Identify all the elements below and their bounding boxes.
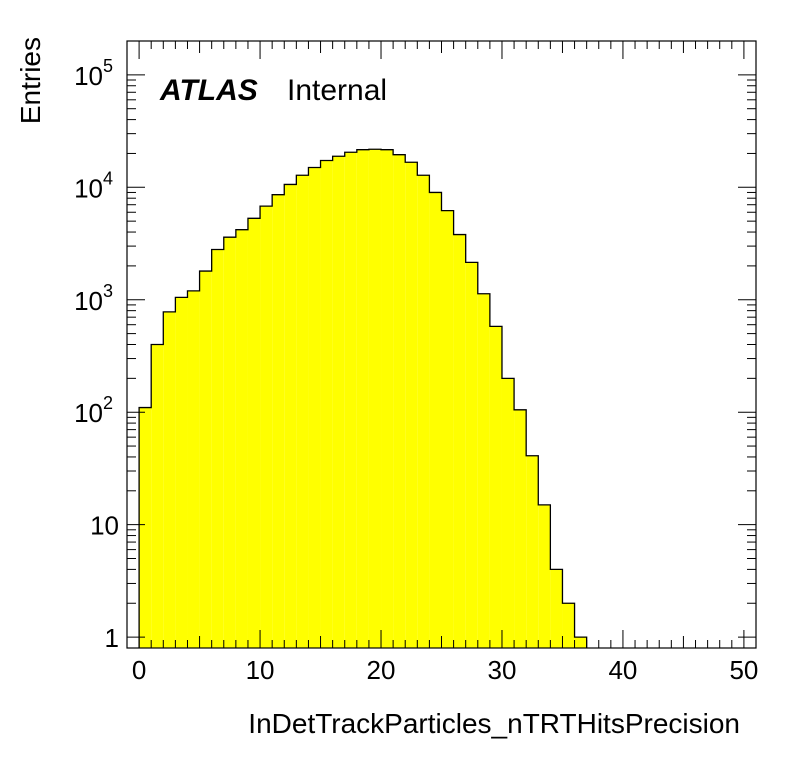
histogram-bar — [526, 455, 539, 648]
histogram-bar — [139, 407, 152, 648]
histogram-bar — [562, 603, 575, 648]
histogram-bar — [453, 234, 466, 648]
histogram-bars — [138, 148, 588, 649]
histogram-bar — [187, 290, 200, 648]
y-tick-base: 10 — [74, 61, 103, 91]
axis-ticks — [127, 40, 756, 648]
histogram-bar — [175, 297, 188, 648]
histogram-bar — [465, 262, 478, 648]
y-tick-base: 10 — [74, 398, 103, 428]
histogram-bar — [163, 311, 176, 648]
y-tick-exponent: 4 — [103, 168, 113, 188]
internal-label: Internal — [287, 74, 387, 107]
histogram-bar — [260, 206, 273, 648]
histogram-bar — [284, 184, 297, 648]
histogram-bar — [151, 344, 164, 648]
x-tick-label: 10 — [246, 655, 275, 685]
histogram-bar — [441, 210, 454, 648]
histogram-bar — [308, 167, 321, 649]
y-tick-label: 10 — [90, 511, 119, 541]
histogram-bar — [393, 154, 406, 648]
histogram-bar — [429, 192, 442, 649]
histogram-bar — [211, 249, 224, 649]
histogram-bar — [501, 378, 515, 648]
histogram-bar — [320, 160, 333, 648]
y-axis-title: Entries — [15, 37, 46, 124]
histogram-bar — [417, 175, 430, 648]
histogram-bar — [296, 175, 309, 648]
y-tick-base: 10 — [74, 286, 103, 316]
histogram-bar — [574, 637, 587, 648]
y-tick-exponent: 3 — [103, 281, 113, 301]
histogram-bar — [368, 149, 382, 648]
histogram-bar — [489, 326, 502, 648]
y-tick-base: 10 — [74, 173, 103, 203]
y-tick-label: 103 — [74, 281, 113, 316]
y-tick-label: 1 — [105, 623, 119, 653]
y-tick-label: 105 — [74, 56, 113, 91]
histogram-bar — [356, 149, 369, 649]
histogram-outline — [138, 148, 588, 648]
x-tick-label: 40 — [608, 655, 637, 685]
histogram-bar — [514, 409, 527, 648]
x-tick-label: 30 — [488, 655, 517, 685]
histogram-bar — [332, 156, 345, 648]
y-tick-exponent: 5 — [103, 56, 113, 76]
histogram-bar — [538, 504, 551, 648]
histogram-bar — [272, 194, 285, 649]
x-tick-label: 20 — [367, 655, 396, 685]
y-tick-label: 102 — [74, 393, 113, 428]
x-tick-labels: 0 10 20 30 40 50 — [132, 655, 759, 685]
histogram-bar — [344, 152, 357, 649]
x-tick-label: 0 — [132, 655, 146, 685]
histogram-bar — [550, 569, 563, 648]
histogram-bar — [381, 149, 394, 649]
x-axis-title: InDetTrackParticles_nTRTHitsPrecision — [248, 708, 740, 739]
y-tick-exponent: 2 — [103, 393, 113, 413]
atlas-label: ATLAS — [159, 74, 258, 107]
plot-frame — [126, 40, 757, 649]
y-tick-label: 104 — [74, 168, 113, 203]
histogram-bar — [405, 162, 418, 648]
histogram-bar — [247, 218, 261, 648]
histogram-bar — [223, 237, 236, 649]
x-tick-label: 50 — [729, 655, 758, 685]
histogram-bar — [235, 229, 248, 649]
histogram-bar — [199, 271, 212, 648]
histogram-bar — [477, 293, 490, 648]
